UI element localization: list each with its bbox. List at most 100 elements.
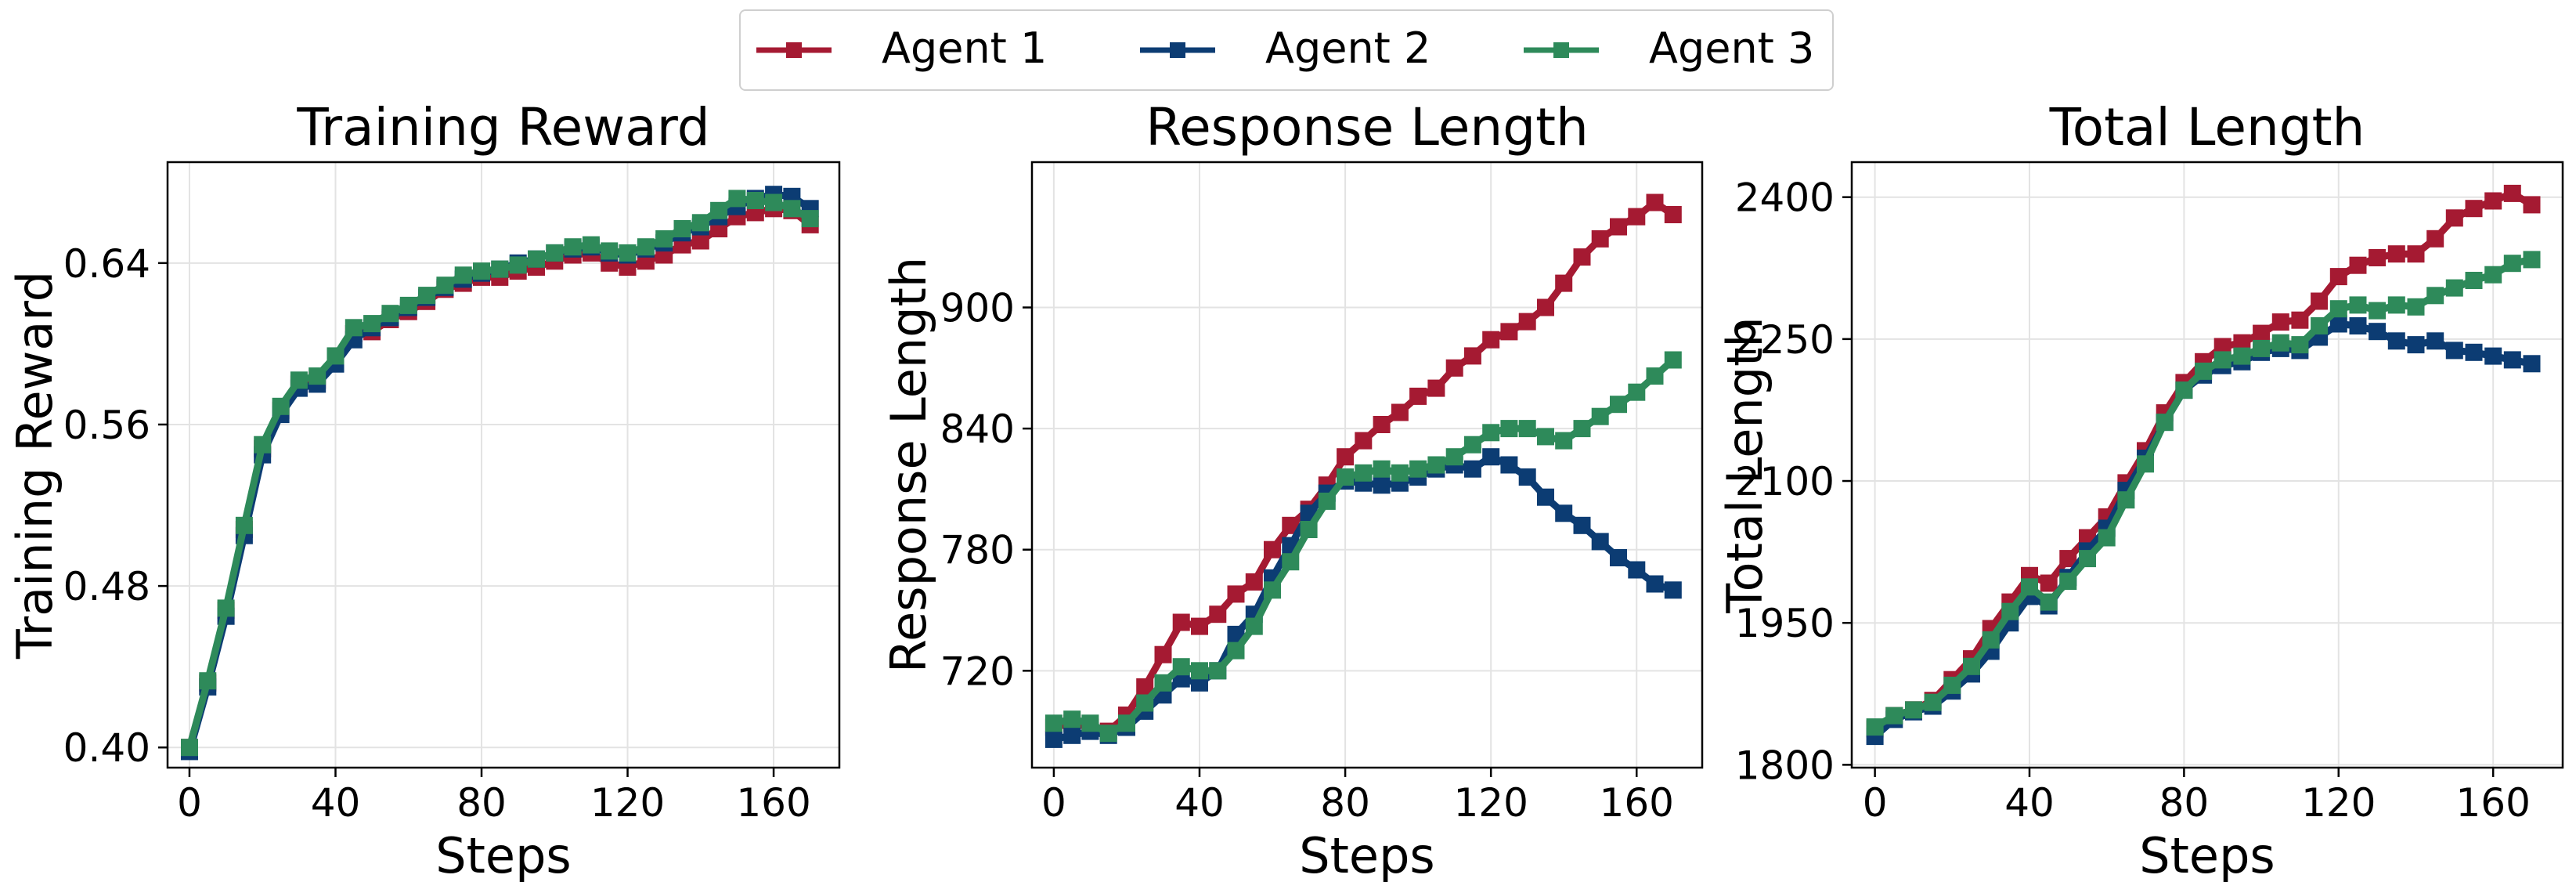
data-point-3-15	[2156, 414, 2174, 432]
data-point-3-28	[1555, 432, 1573, 450]
x-tick-label: 80	[1320, 780, 1370, 826]
data-point-1-17	[1355, 432, 1373, 450]
data-point-2-34	[1664, 581, 1682, 599]
data-point-3-27	[1537, 428, 1554, 446]
data-point-3-11	[1245, 617, 1263, 635]
data-point-2-27	[2387, 332, 2405, 350]
data-point-3-28	[2407, 298, 2425, 316]
x-tick-label: 80	[456, 780, 507, 826]
data-point-1-21	[2271, 313, 2289, 331]
x-tick-label: 0	[1041, 780, 1066, 826]
data-point-1-28	[1555, 274, 1573, 292]
data-point-3-31	[746, 192, 764, 209]
data-point-1-10	[1227, 585, 1245, 603]
data-point-1-22	[1445, 359, 1463, 377]
data-point-2-26	[1518, 468, 1536, 486]
data-point-3-9	[2040, 593, 2058, 611]
x-tick-label: 160	[736, 780, 810, 826]
data-point-3-18	[1373, 460, 1391, 478]
legend-label: Agent 2	[1265, 23, 1431, 73]
data-point-1-9	[2040, 574, 2058, 592]
data-point-3-22	[2291, 336, 2309, 354]
data-point-2-29	[2426, 332, 2444, 350]
data-point-3-24	[1482, 424, 1500, 442]
y-tick-label: 2250	[1735, 317, 1835, 363]
data-point-3-33	[2503, 255, 2521, 273]
legend-entry-2: Agent 2	[1140, 23, 1431, 73]
data-point-3-3	[1099, 725, 1117, 743]
y-axis-label: Training Reward	[6, 271, 63, 660]
data-point-3-29	[1573, 420, 1591, 438]
data-point-1-27	[2387, 245, 2405, 263]
data-point-1-11	[1245, 573, 1263, 591]
data-point-3-31	[2465, 272, 2483, 289]
data-point-3-17	[1355, 464, 1373, 482]
data-point-1-9	[1209, 605, 1227, 624]
data-point-3-30	[728, 190, 746, 208]
data-point-3-21	[2271, 334, 2289, 352]
data-point-3-13	[1282, 553, 1300, 571]
data-point-3-27	[2387, 296, 2405, 314]
data-point-3-11	[2079, 550, 2096, 568]
data-point-3-4	[254, 436, 272, 454]
data-point-2-24	[1482, 448, 1500, 466]
data-point-1-26	[2369, 249, 2387, 266]
data-point-1-19	[2233, 334, 2251, 352]
x-tick-label: 80	[2159, 780, 2210, 826]
data-point-1-28	[2407, 245, 2425, 263]
data-point-1-16	[1337, 448, 1355, 466]
data-point-2-30	[2445, 342, 2463, 360]
y-tick-label: 0.48	[63, 564, 150, 609]
data-point-3-22	[582, 236, 600, 254]
y-tick-label: 0.64	[63, 241, 150, 287]
data-point-3-5	[1136, 694, 1154, 712]
data-point-3-2	[217, 599, 235, 617]
data-point-3-2	[1081, 714, 1099, 732]
data-point-1-22	[2291, 311, 2309, 329]
data-point-3-30	[2445, 279, 2463, 297]
data-point-1-12	[1264, 540, 1281, 558]
data-point-3-11	[381, 305, 399, 323]
data-point-2-23	[1463, 460, 1481, 478]
data-point-3-26	[2369, 302, 2387, 320]
data-point-3-8	[327, 347, 345, 365]
data-point-2-1	[1063, 726, 1081, 744]
data-point-3-5	[1963, 657, 1980, 675]
data-point-3-27	[673, 220, 691, 237]
data-point-3-7	[308, 367, 327, 385]
data-point-3-10	[1227, 642, 1245, 660]
data-point-1-20	[1409, 387, 1427, 405]
y-tick-label: 780	[940, 528, 1015, 573]
data-point-3-10	[2059, 573, 2077, 591]
data-point-3-20	[546, 244, 564, 262]
data-point-1-33	[1646, 193, 1664, 211]
data-point-3-13	[418, 287, 436, 305]
data-point-1-21	[1427, 379, 1445, 397]
y-axis-label: Response Length	[880, 257, 937, 673]
data-point-1-29	[1573, 248, 1591, 266]
y-tick-label: 840	[940, 407, 1015, 452]
y-tick-label: 0.56	[63, 403, 150, 448]
data-point-3-17	[491, 260, 509, 278]
data-point-3-5	[272, 397, 290, 415]
data-point-3-14	[1300, 521, 1318, 538]
legend-entries: Agent 1 Agent 2 Agent 3	[756, 23, 1814, 73]
legend-label: Agent 3	[1649, 23, 1814, 73]
legend-marker	[1553, 42, 1569, 58]
data-point-2-24	[2329, 315, 2347, 333]
series-line-1	[1873, 190, 2534, 732]
legend-label: Agent 1	[882, 23, 1047, 73]
legend: Agent 1 Agent 2 Agent 3	[739, 9, 1834, 91]
data-point-2-32	[2484, 347, 2502, 365]
axes-frame	[1850, 161, 2564, 769]
data-point-3-4	[1943, 676, 1961, 694]
x-tick-label: 40	[311, 780, 361, 826]
data-point-3-16	[1337, 468, 1355, 486]
data-point-3-6	[1154, 674, 1172, 692]
data-point-3-25	[1500, 420, 1518, 438]
data-point-2-26	[2369, 323, 2387, 341]
data-point-1-13	[1282, 516, 1300, 534]
data-point-3-13	[2117, 491, 2135, 509]
